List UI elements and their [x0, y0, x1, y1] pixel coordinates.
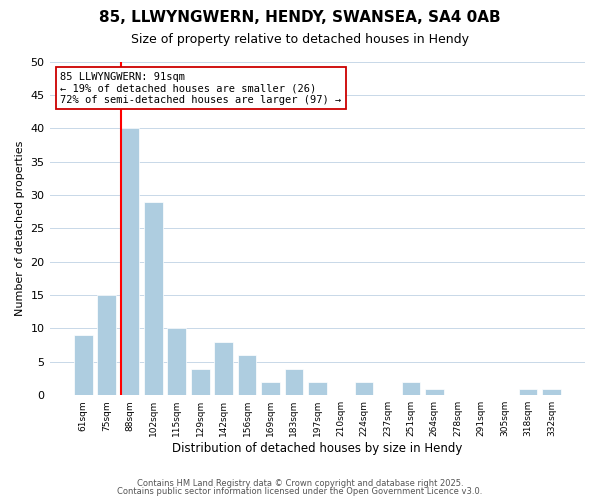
- Bar: [308, 382, 326, 395]
- Bar: [284, 368, 303, 395]
- Bar: [518, 388, 537, 395]
- Y-axis label: Number of detached properties: Number of detached properties: [15, 140, 25, 316]
- Bar: [355, 382, 373, 395]
- Text: Contains public sector information licensed under the Open Government Licence v3: Contains public sector information licen…: [118, 487, 482, 496]
- Bar: [261, 382, 280, 395]
- Bar: [214, 342, 233, 395]
- Bar: [74, 335, 92, 395]
- Bar: [401, 382, 420, 395]
- Bar: [425, 388, 443, 395]
- Bar: [97, 295, 116, 395]
- Bar: [167, 328, 186, 395]
- Text: Contains HM Land Registry data © Crown copyright and database right 2025.: Contains HM Land Registry data © Crown c…: [137, 478, 463, 488]
- Bar: [238, 355, 256, 395]
- Text: Size of property relative to detached houses in Hendy: Size of property relative to detached ho…: [131, 32, 469, 46]
- Bar: [191, 368, 209, 395]
- Text: 85 LLWYNGWERN: 91sqm
← 19% of detached houses are smaller (26)
72% of semi-detac: 85 LLWYNGWERN: 91sqm ← 19% of detached h…: [60, 72, 341, 104]
- X-axis label: Distribution of detached houses by size in Hendy: Distribution of detached houses by size …: [172, 442, 463, 455]
- Bar: [144, 202, 163, 395]
- Bar: [542, 388, 560, 395]
- Bar: [121, 128, 139, 395]
- Text: 85, LLWYNGWERN, HENDY, SWANSEA, SA4 0AB: 85, LLWYNGWERN, HENDY, SWANSEA, SA4 0AB: [99, 10, 501, 25]
